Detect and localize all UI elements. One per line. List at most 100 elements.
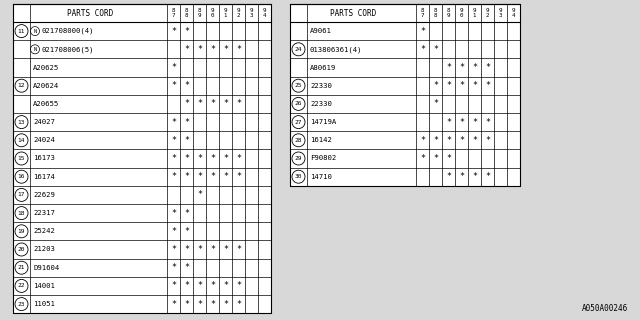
Text: D91604: D91604 — [33, 265, 60, 271]
Text: 12: 12 — [18, 83, 25, 88]
Text: *: * — [184, 100, 189, 108]
Text: 22629: 22629 — [33, 192, 55, 198]
Text: *: * — [184, 209, 189, 218]
Text: 22330: 22330 — [310, 83, 332, 89]
Text: *: * — [485, 172, 490, 181]
Text: *: * — [171, 154, 176, 163]
Text: 9
4: 9 4 — [512, 8, 515, 18]
Text: 9
1: 9 1 — [473, 8, 476, 18]
Text: *: * — [184, 281, 189, 291]
Text: 21203: 21203 — [33, 246, 55, 252]
Text: *: * — [433, 45, 438, 54]
Text: 25242: 25242 — [33, 228, 55, 234]
Text: A20624: A20624 — [33, 83, 60, 89]
Text: *: * — [433, 154, 438, 163]
Text: 9
0: 9 0 — [211, 8, 214, 18]
Text: *: * — [420, 27, 425, 36]
Text: 15: 15 — [18, 156, 25, 161]
Text: F90802: F90802 — [310, 156, 336, 162]
Text: A9061: A9061 — [310, 28, 332, 34]
Text: 8
9: 8 9 — [447, 8, 451, 18]
Text: 22: 22 — [18, 284, 25, 288]
Text: *: * — [210, 281, 215, 291]
Text: *: * — [446, 172, 451, 181]
Text: *: * — [446, 136, 451, 145]
Text: *: * — [210, 45, 215, 54]
Text: 14710: 14710 — [310, 174, 332, 180]
Text: *: * — [223, 100, 228, 108]
Text: 24027: 24027 — [33, 119, 55, 125]
Text: *: * — [197, 190, 202, 199]
Text: PARTS CORD: PARTS CORD — [330, 9, 376, 18]
Text: *: * — [236, 281, 241, 291]
Text: *: * — [171, 263, 176, 272]
Text: *: * — [197, 172, 202, 181]
Text: *: * — [197, 154, 202, 163]
Text: *: * — [223, 172, 228, 181]
Text: *: * — [236, 245, 241, 254]
Text: 9
3: 9 3 — [499, 8, 502, 18]
Text: *: * — [459, 81, 464, 90]
Text: *: * — [485, 81, 490, 90]
Text: *: * — [485, 63, 490, 72]
Text: 18: 18 — [18, 211, 25, 216]
Text: 16174: 16174 — [33, 174, 55, 180]
Text: *: * — [184, 172, 189, 181]
Text: 9
2: 9 2 — [237, 8, 240, 18]
Text: *: * — [472, 172, 477, 181]
Text: 26: 26 — [295, 101, 302, 106]
Text: 21: 21 — [18, 265, 25, 270]
Text: *: * — [236, 45, 241, 54]
Text: N: N — [33, 47, 36, 52]
Text: *: * — [446, 81, 451, 90]
Text: *: * — [459, 172, 464, 181]
Text: *: * — [210, 300, 215, 308]
Text: 25: 25 — [295, 83, 302, 88]
Text: *: * — [197, 300, 202, 308]
Text: *: * — [236, 100, 241, 108]
Text: *: * — [433, 100, 438, 108]
Text: *: * — [223, 300, 228, 308]
Text: *: * — [184, 227, 189, 236]
Text: *: * — [197, 245, 202, 254]
Text: *: * — [485, 136, 490, 145]
Text: 11051: 11051 — [33, 301, 55, 307]
Text: *: * — [472, 81, 477, 90]
Text: *: * — [184, 117, 189, 127]
Text: *: * — [184, 27, 189, 36]
Text: *: * — [485, 117, 490, 127]
Text: *: * — [472, 136, 477, 145]
Text: *: * — [184, 263, 189, 272]
Text: 16173: 16173 — [33, 156, 55, 162]
Text: 013806361(4): 013806361(4) — [310, 46, 362, 52]
Text: 8
7: 8 7 — [172, 8, 175, 18]
Text: *: * — [171, 117, 176, 127]
Text: 14001: 14001 — [33, 283, 55, 289]
Text: *: * — [184, 245, 189, 254]
Text: 22317: 22317 — [33, 210, 55, 216]
Text: 17: 17 — [18, 192, 25, 197]
Text: *: * — [236, 300, 241, 308]
Text: *: * — [236, 172, 241, 181]
Text: *: * — [420, 45, 425, 54]
Text: 20: 20 — [18, 247, 25, 252]
Text: *: * — [171, 81, 176, 90]
Text: *: * — [210, 245, 215, 254]
Text: *: * — [171, 27, 176, 36]
Text: A80619: A80619 — [310, 65, 336, 70]
Text: 021708000(4): 021708000(4) — [41, 28, 93, 34]
Text: 19: 19 — [18, 229, 25, 234]
Text: *: * — [171, 281, 176, 291]
Text: *: * — [420, 154, 425, 163]
Text: *: * — [446, 154, 451, 163]
Text: 13: 13 — [18, 120, 25, 124]
Text: 021708006(5): 021708006(5) — [41, 46, 93, 52]
Bar — [290, 4, 520, 186]
Text: A050A00246: A050A00246 — [582, 304, 628, 313]
Text: *: * — [446, 63, 451, 72]
Text: 24: 24 — [295, 47, 302, 52]
Text: *: * — [472, 63, 477, 72]
Text: 8
7: 8 7 — [420, 8, 424, 18]
Text: *: * — [210, 154, 215, 163]
Text: *: * — [197, 100, 202, 108]
